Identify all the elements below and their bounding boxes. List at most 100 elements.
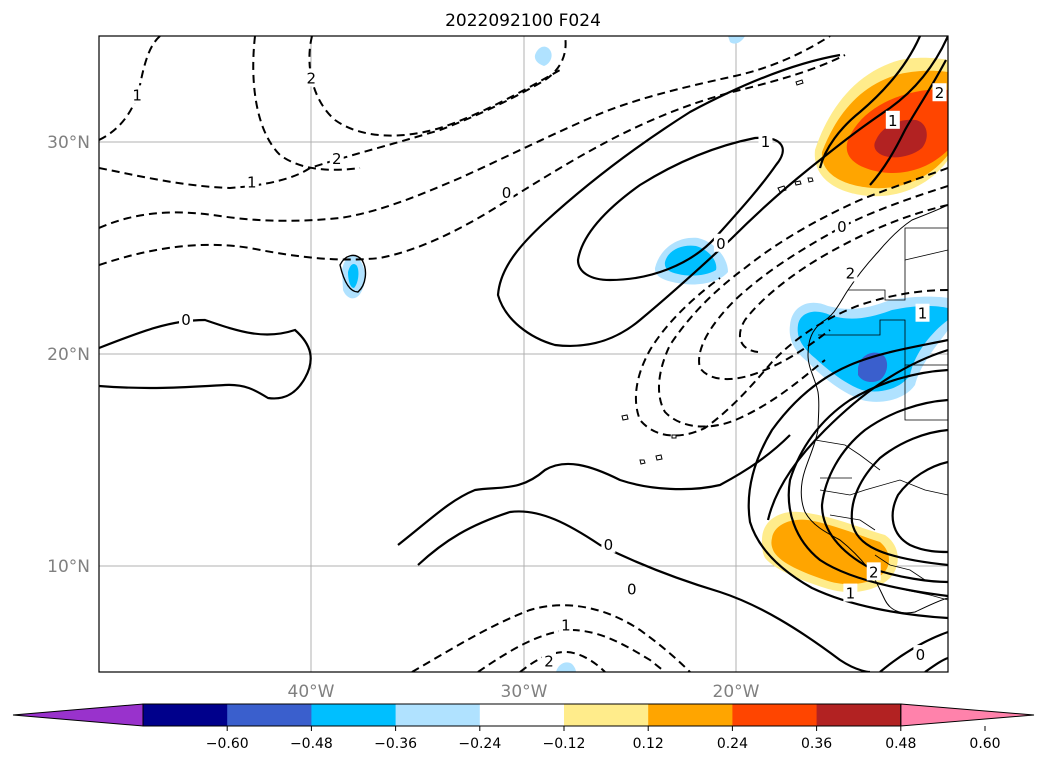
- contour-label-halo: [130, 85, 145, 104]
- contour-neg-trough-2: [698, 185, 948, 381]
- contour-label: 2: [544, 652, 554, 670]
- contour-label-halo: [885, 110, 900, 129]
- map-title: 2022092100 F024: [445, 11, 601, 31]
- colorbar-segment: [564, 704, 649, 726]
- contour-zero-central-south: [417, 510, 871, 672]
- contour-label-halo: [558, 615, 573, 634]
- contour-zero-west: [99, 318, 312, 400]
- country-borders: [814, 227, 948, 601]
- coastline-cape-verde: [639, 459, 646, 465]
- contour-label: 1: [561, 616, 571, 634]
- contour-label: 2: [935, 84, 945, 102]
- contour-ring-4: [850, 428, 948, 567]
- contour-label: 2: [332, 150, 342, 168]
- colorbar-segment: [816, 704, 902, 726]
- colorbar-tick-label: 0.12: [633, 736, 664, 752]
- colorbar-tick-label: −0.48: [290, 736, 333, 752]
- negative-anomaly-small: [348, 264, 359, 288]
- positive-anomaly-west-africa: [771, 519, 889, 585]
- border-sierra-leone: [874, 554, 926, 581]
- colorbar-segment: [227, 704, 312, 726]
- contour-label-halo: [932, 83, 947, 102]
- colorbar-tick-label: 0.60: [969, 736, 1000, 752]
- lat-tick-label: 10°N: [47, 557, 90, 577]
- contour-ring-1: [747, 338, 948, 620]
- border-morocco-algeria: [904, 227, 948, 261]
- contour-label-halo: [244, 172, 259, 191]
- contour-label-halo: [843, 583, 858, 602]
- contour-ring-3: [820, 398, 948, 584]
- border-senegal: [814, 439, 881, 471]
- contour-label-halo: [915, 303, 930, 322]
- contour-label: 0: [604, 536, 614, 554]
- negative-anomaly-small: [728, 36, 745, 44]
- lon-tick-label: 30°W: [501, 682, 548, 702]
- contour-outer-east: [766, 348, 948, 521]
- contour-neg-trough-outer: [634, 277, 948, 437]
- contour-label-halo: [304, 68, 319, 87]
- contour-label-halo: [713, 233, 728, 252]
- small-contours: [339, 254, 367, 293]
- colorbar-segment: [143, 704, 228, 726]
- contour-label: 1: [846, 585, 856, 603]
- contour-label-halo: [866, 562, 881, 581]
- coastline-canary: [777, 185, 787, 193]
- border-mali: [904, 365, 948, 421]
- contour-label-halo: [329, 148, 344, 167]
- contour-south-east: [879, 630, 948, 672]
- border-guinea-bissau: [829, 514, 876, 531]
- lat-tick-labels: 30°N 20°N 10°N: [47, 133, 90, 577]
- negative-anomaly-atlantic: [664, 245, 717, 276]
- small-contour-loop: [339, 254, 367, 293]
- colorbar-segment: [648, 704, 733, 726]
- contour-label-halo: [834, 216, 849, 235]
- contour-neg-south-1: [411, 604, 691, 672]
- lat-tick-label: 30°N: [47, 133, 90, 153]
- contour-label-halo: [179, 310, 194, 329]
- contour-neg-trough-1: [658, 167, 948, 428]
- colorbar-segment: [395, 704, 481, 726]
- coastline-africa: [800, 204, 948, 614]
- contour-label: 1: [247, 173, 257, 191]
- contour-one-ridge: [576, 136, 784, 282]
- contour-label-halo: [601, 534, 616, 553]
- contour-neg1-north: [99, 36, 831, 229]
- coastline-madeira: [795, 79, 804, 86]
- negative-anomaly-small: [556, 662, 576, 672]
- negative-anomaly-small: [534, 46, 552, 66]
- colorbar-segment: [311, 704, 397, 726]
- colorbar-extend-high: [900, 703, 1035, 727]
- contour-label: 1: [761, 133, 771, 151]
- contour-label: 0: [916, 646, 926, 664]
- contour-neg-loop-top: [308, 36, 561, 137]
- contour-neg-south-2: [477, 628, 666, 672]
- colorbar: −0.60 −0.48 −0.36 −0.24 −0.12 0.12 0.24 0.36 0.4…: [12, 703, 1035, 752]
- negative-anomaly-africa: [797, 305, 948, 392]
- solid-contours: [99, 36, 948, 672]
- contour-label: 0: [837, 218, 847, 236]
- contour-zero-central: [397, 434, 791, 546]
- colorbar-tick-label: 0.48: [885, 736, 916, 752]
- colorbar-tick-label: −0.24: [458, 736, 501, 752]
- colorbar-segment: [479, 704, 565, 726]
- coastline-canary: [807, 177, 814, 183]
- coastline-cape-verde: [621, 414, 629, 421]
- coastlines[interactable]: [621, 36, 948, 614]
- contour-label: 0: [716, 235, 726, 253]
- contour-label-halo: [541, 651, 556, 670]
- colorbar-tick-label: −0.12: [543, 736, 586, 752]
- map-frame: [98, 35, 949, 673]
- contour-neg1-north-west: [99, 36, 161, 141]
- contour-label-halo: [913, 645, 928, 664]
- colorbar-tick-label: −0.36: [374, 736, 417, 752]
- contour-one-ne: [818, 36, 922, 169]
- coastline-cape-verde: [655, 454, 663, 461]
- contour-label: 0: [181, 311, 191, 329]
- colorbar-segment: [732, 704, 818, 726]
- contour-label-halo: [499, 182, 514, 201]
- lon-tick-label: 20°W: [713, 682, 760, 702]
- colorbar-extend-low: [12, 703, 144, 727]
- contour-south-east-2: [924, 656, 948, 672]
- border-liberia: [904, 589, 948, 601]
